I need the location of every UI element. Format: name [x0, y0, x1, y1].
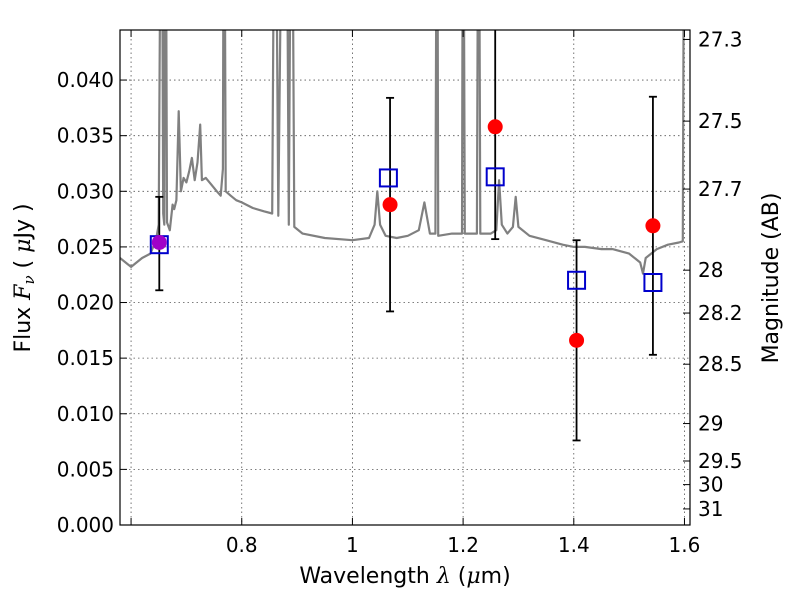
model-square-marker	[485, 167, 505, 187]
right-tick-label: 28.5	[698, 352, 743, 376]
right-tick-label: 30	[698, 473, 723, 497]
y-axis-ticks: 0.000 0.005 0.010 0.015 0.020 0.025 0.030 0.035…	[57, 68, 127, 537]
x-tick-label: 1.6	[669, 533, 701, 557]
observed-flux-marker	[487, 119, 503, 135]
right-tick-label: 29.5	[698, 449, 743, 473]
y-tick-label: 0.010	[57, 402, 114, 426]
plot-frame	[119, 29, 691, 526]
template-spectrum-layer	[120, 30, 685, 275]
right-tick-label: 31	[698, 497, 723, 521]
y-tick-label: 0.025	[57, 235, 114, 259]
right-axis-label: Magnitude (AB)	[759, 193, 784, 364]
y-tick-label: 0.035	[57, 124, 114, 148]
template-spectrum-line	[120, 30, 685, 275]
right-tick-label: 28.2	[698, 301, 743, 325]
x-tick-label: 1.4	[558, 533, 590, 557]
observed-flux-marker	[645, 218, 661, 234]
observed-flux-marker	[382, 197, 398, 213]
x-tick-label: 1.2	[447, 533, 479, 557]
right-tick-label: 28	[698, 258, 723, 282]
y-tick-label: 0.040	[57, 68, 114, 92]
right-tick-label: 29	[698, 412, 723, 436]
y-tick-label: 0.000	[57, 513, 114, 537]
y-tick-label: 0.030	[57, 179, 114, 203]
y-tick-label: 0.005	[57, 457, 114, 481]
x-tick-label: 0.8	[226, 533, 258, 557]
model-square-marker	[378, 168, 398, 188]
x-axis-ticks: 0.8 1 1.2 1.4 1.6	[130, 30, 701, 557]
y-tick-label: 0.015	[57, 346, 114, 370]
y-axis-label: Flux Fν ( μJy )	[11, 203, 38, 352]
model-square-marker	[567, 270, 587, 290]
x-axis-label: Wavelength λ (μm)	[299, 564, 510, 589]
y-tick-label: 0.020	[57, 291, 114, 315]
right-tick-label: 27.3	[698, 27, 743, 51]
observed-flux-marker	[151, 234, 167, 250]
model-square-marker	[643, 273, 663, 293]
observed-flux-marker	[569, 332, 585, 348]
right-tick-label: 27.7	[698, 177, 743, 201]
right-tick-label: 27.5	[698, 109, 743, 133]
x-tick-label: 1	[346, 533, 359, 557]
marker-layer	[149, 119, 663, 348]
